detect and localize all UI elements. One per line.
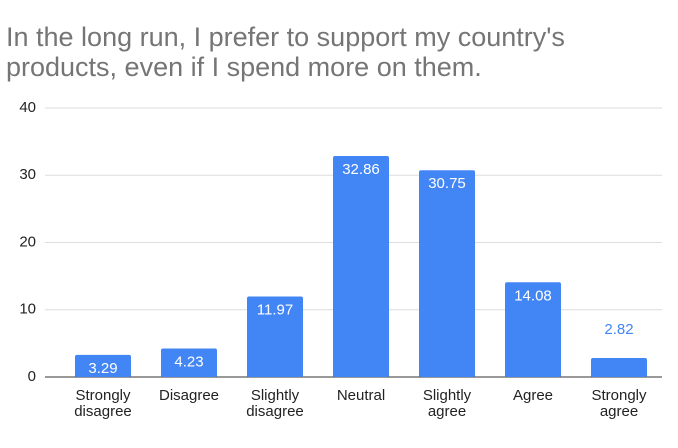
value-label: 32.86	[342, 161, 380, 178]
value-label: 2.82	[604, 321, 633, 338]
value-label: 11.97	[257, 301, 293, 318]
x-tick-label: Slightly disagree	[246, 387, 304, 420]
x-tick-label: Strongly agree	[591, 387, 647, 420]
bar	[333, 156, 389, 377]
chart-title: In the long run, I prefer to support my …	[6, 22, 565, 82]
value-label: 4.23	[174, 354, 203, 371]
bar	[419, 170, 475, 377]
y-tick-label: 10	[19, 301, 36, 318]
bar	[161, 348, 217, 377]
bar	[247, 296, 303, 377]
value-label: 14.08	[514, 287, 552, 304]
x-tick-label: Neutral	[337, 387, 385, 404]
y-tick-label: 0	[28, 368, 36, 385]
x-tick-label: Disagree	[159, 387, 219, 404]
value-label: 30.75	[428, 175, 466, 192]
bar	[75, 354, 131, 377]
y-tick-label: 40	[19, 99, 36, 116]
y-tick-label: 30	[19, 166, 36, 183]
y-tick-label: 20	[19, 233, 36, 250]
bar	[591, 358, 647, 377]
x-tick-label: Agree	[513, 387, 553, 404]
x-tick-label: Strongly disagree	[74, 387, 132, 420]
value-label: 3.29	[88, 360, 117, 377]
bar	[505, 282, 561, 377]
x-tick-label: Slightly agree	[423, 387, 472, 420]
